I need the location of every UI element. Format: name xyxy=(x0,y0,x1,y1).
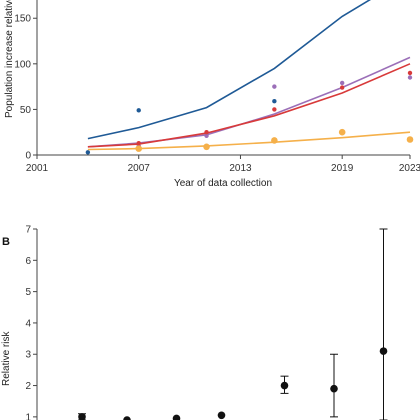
series-4-point xyxy=(406,136,414,143)
panel-a-y-tick-label: 100 xyxy=(14,59,31,70)
series-4-line xyxy=(87,131,411,151)
panel-a-x-tick-label: 2001 xyxy=(26,163,49,174)
panel-b-y-tick-label: 3 xyxy=(25,350,31,361)
panel-b-y-tick-label: 5 xyxy=(25,287,31,298)
series-3-point xyxy=(136,140,141,146)
series-4-point xyxy=(135,145,143,152)
panel-b-y-tick-label: 4 xyxy=(25,318,31,329)
panel-a-y-tick-label: 0 xyxy=(25,151,31,162)
series-4-point xyxy=(271,137,278,144)
panel-b-label: B xyxy=(2,236,10,248)
panel-a-x-tick-label: 2007 xyxy=(128,163,151,174)
series-2-point xyxy=(407,75,413,80)
series-3-line xyxy=(87,63,411,148)
series-4-point xyxy=(203,143,210,151)
panel-b-y-tick-label: 6 xyxy=(25,256,31,267)
relative-risk-point xyxy=(172,414,181,420)
series-1-line xyxy=(87,0,372,140)
panel-a-x-tick-label: 2019 xyxy=(331,163,354,174)
series-1-point xyxy=(85,150,91,155)
series-2-line xyxy=(87,56,411,148)
series-3-point xyxy=(407,70,413,76)
panel-a-chart: 0 50 100 150 2001 2007 2013 2019 2023 Population… xyxy=(4,0,420,189)
panel-a-x-tick-label: 2023 xyxy=(399,163,420,174)
series-2-point xyxy=(339,80,345,86)
series-2-point xyxy=(272,84,277,89)
panel-b-y-tick-label: 7 xyxy=(25,225,31,236)
series-3-point xyxy=(204,130,209,135)
panel-a-x-tick-label: 2013 xyxy=(229,163,252,174)
panel-b-y-axis-title: Relative risk xyxy=(1,331,12,386)
relative-risk-point xyxy=(123,416,131,420)
series-4-point xyxy=(338,128,346,136)
relative-risk-point xyxy=(330,384,338,393)
panel-a-x-axis-title: Year of data collection xyxy=(174,178,272,189)
series-3-point xyxy=(339,85,345,90)
panel-b-chart: B 1 2 3 4 5 6 7 Relative risk xyxy=(1,225,388,420)
panel-a-y-tick-label: 50 xyxy=(20,105,32,116)
relative-risk-point xyxy=(78,413,86,420)
relative-risk-point xyxy=(280,381,289,390)
series-1-point xyxy=(136,108,141,113)
panel-a-axes: 0 50 100 150 2001 2007 2013 2019 2023 xyxy=(14,0,420,174)
panel-a-y-axis-title: Population increase relative to xyxy=(4,0,15,118)
panel-a-y-tick-label: 150 xyxy=(14,14,31,25)
relative-risk-point xyxy=(379,347,388,355)
panel-b-y-tick-label: 2 xyxy=(25,381,31,392)
panel-b-points xyxy=(78,228,388,420)
panel-b-axes: 1 2 3 4 5 6 7 xyxy=(25,225,38,420)
relative-risk-point xyxy=(217,411,226,420)
series-3-point xyxy=(272,107,277,112)
panel-a-series xyxy=(85,0,414,155)
series-1-point xyxy=(272,99,277,104)
panel-b-y-tick-label: 1 xyxy=(25,412,31,420)
series-2-point xyxy=(204,133,209,139)
